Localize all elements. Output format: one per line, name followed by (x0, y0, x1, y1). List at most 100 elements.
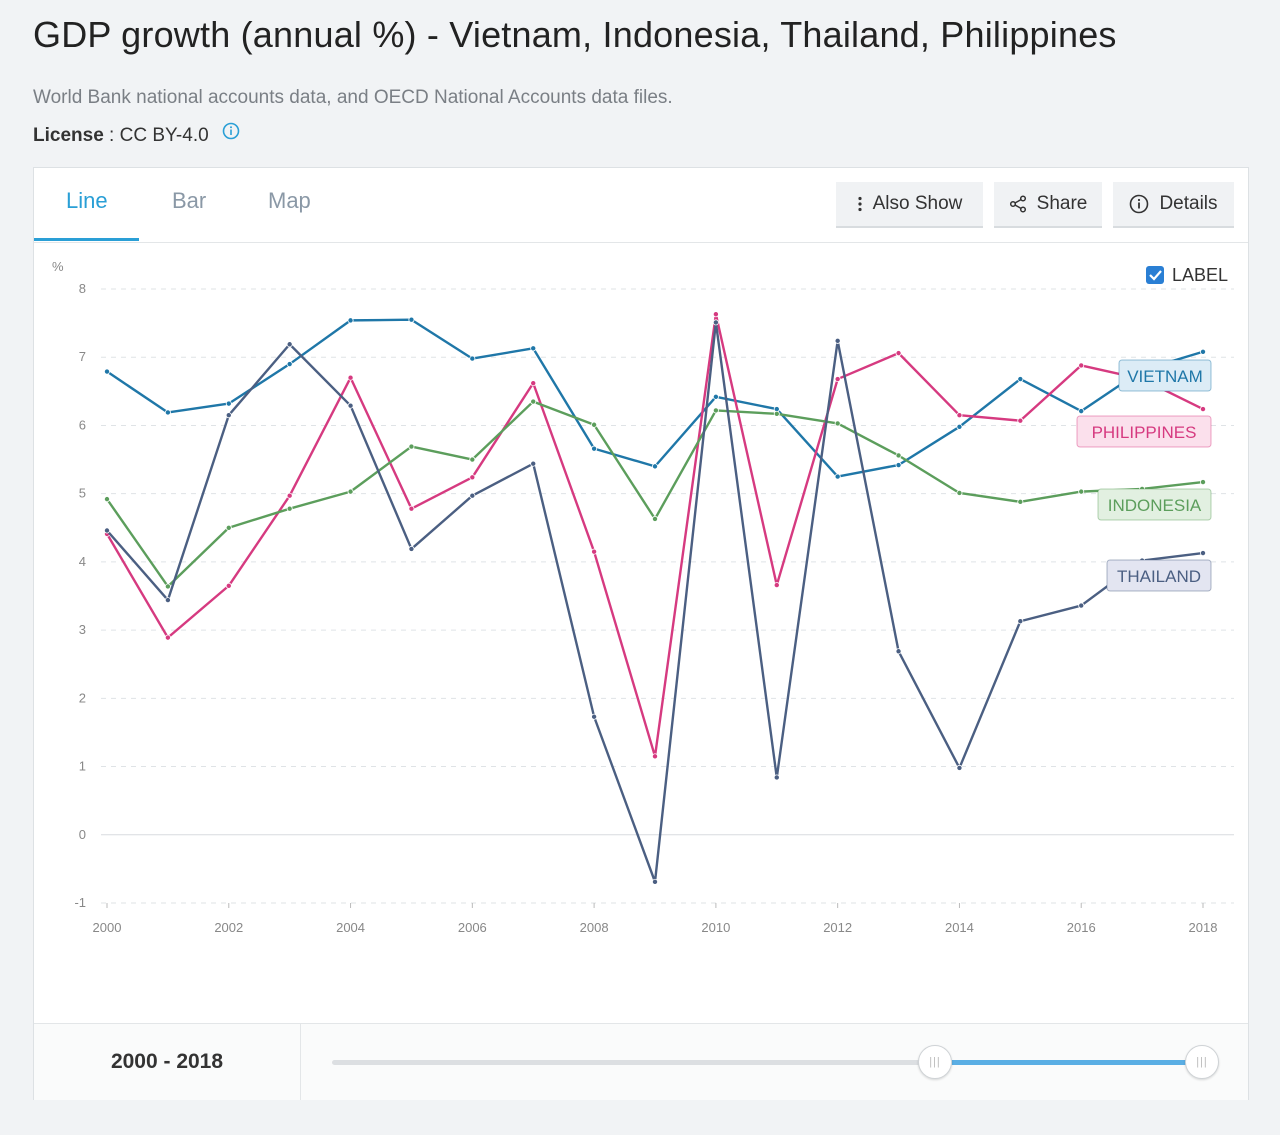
data-point[interactable] (530, 398, 537, 405)
data-point[interactable] (164, 409, 171, 416)
data-point[interactable] (895, 350, 902, 357)
tab-bar: Line Bar Map Also Show Share Details (34, 168, 1248, 243)
data-point[interactable] (530, 345, 537, 352)
data-point[interactable] (164, 583, 171, 590)
y-tick-label: 8 (79, 281, 86, 296)
series-line-philippines[interactable] (105, 313, 1204, 758)
grid-lines (101, 288, 1234, 904)
data-point[interactable] (1078, 488, 1085, 495)
data-point[interactable] (469, 355, 476, 362)
data-point[interactable] (895, 462, 902, 469)
data-point[interactable] (834, 473, 841, 480)
range-slider-track[interactable] (332, 1060, 1204, 1065)
data-point[interactable] (834, 376, 841, 383)
data-point[interactable] (1200, 550, 1207, 557)
series-line-thailand[interactable] (106, 321, 1204, 884)
data-point[interactable] (347, 402, 354, 409)
data-point[interactable] (591, 445, 598, 452)
data-point[interactable] (530, 460, 537, 467)
y-tick-label: 4 (79, 554, 86, 569)
data-point[interactable] (225, 400, 232, 407)
data-point[interactable] (591, 548, 598, 555)
data-point[interactable] (469, 474, 476, 481)
data-point[interactable] (652, 753, 659, 760)
data-point[interactable] (225, 582, 232, 589)
data-point[interactable] (164, 597, 171, 604)
tab-map[interactable]: Map (268, 188, 311, 213)
data-point[interactable] (1200, 479, 1207, 486)
license-label: License (33, 125, 104, 146)
data-point[interactable] (1017, 498, 1024, 505)
data-point[interactable] (834, 337, 841, 344)
data-point[interactable] (1017, 618, 1024, 625)
data-point[interactable] (956, 489, 963, 496)
data-point[interactable] (712, 393, 719, 400)
data-point[interactable] (347, 317, 354, 324)
data-point[interactable] (1078, 602, 1085, 609)
share-label: Share (1036, 193, 1088, 214)
data-point[interactable] (469, 456, 476, 463)
tab-bar-chart[interactable]: Bar (172, 188, 207, 213)
data-point[interactable] (164, 634, 171, 641)
data-point[interactable] (773, 410, 780, 417)
data-point[interactable] (104, 527, 111, 534)
data-point[interactable] (1200, 406, 1207, 413)
range-slider-end-handle[interactable]: ||| (1185, 1045, 1219, 1079)
data-point[interactable] (1078, 408, 1085, 415)
data-point[interactable] (956, 764, 963, 771)
data-point[interactable] (286, 505, 293, 512)
series-label-box (1076, 415, 1212, 448)
data-point[interactable] (773, 582, 780, 589)
data-point[interactable] (1017, 417, 1024, 424)
data-point[interactable] (895, 452, 902, 459)
data-point[interactable] (1200, 348, 1207, 355)
checkbox-checked-icon[interactable] (1146, 266, 1164, 284)
data-point[interactable] (225, 412, 232, 419)
data-point[interactable] (286, 492, 293, 499)
tab-line[interactable]: Line (66, 188, 108, 213)
details-button[interactable]: Details (1113, 182, 1234, 228)
data-point[interactable] (712, 319, 719, 326)
series-line-vietnam[interactable] (106, 318, 1204, 478)
data-point[interactable] (530, 380, 537, 387)
data-point[interactable] (286, 361, 293, 368)
data-point[interactable] (956, 412, 963, 419)
line-chart: -1 0 1 2 3 4 5 6 7 8 2000 2002 2004 2006 2008 2010 2012… (52, 259, 1234, 935)
active-tab-indicator (34, 238, 139, 241)
data-point[interactable] (591, 421, 598, 428)
data-point[interactable] (408, 505, 415, 512)
data-point[interactable] (956, 423, 963, 430)
data-point[interactable] (408, 545, 415, 552)
data-point[interactable] (104, 368, 111, 375)
y-tick-label: -1 (74, 895, 86, 910)
data-point[interactable] (773, 774, 780, 781)
also-show-button[interactable]: Also Show (836, 182, 983, 228)
x-tick-label: 2002 (214, 920, 243, 935)
data-point[interactable] (895, 648, 902, 655)
data-point[interactable] (1017, 376, 1024, 383)
data-point[interactable] (652, 463, 659, 470)
share-button[interactable]: Share (994, 182, 1102, 228)
data-point[interactable] (347, 374, 354, 381)
data-point[interactable] (104, 496, 111, 503)
x-tick-label: 2008 (580, 920, 609, 935)
data-point[interactable] (712, 407, 719, 414)
series-label-thailand: THAILAND (1117, 567, 1201, 586)
series-label-box (1106, 559, 1212, 592)
y-tick-label: 2 (79, 690, 86, 705)
data-point[interactable] (712, 311, 719, 318)
range-slider-start-handle[interactable]: ||| (918, 1045, 952, 1079)
data-point[interactable] (834, 420, 841, 427)
data-point[interactable] (408, 443, 415, 450)
data-point[interactable] (408, 316, 415, 323)
label-toggle[interactable]: LABEL (1146, 265, 1228, 285)
data-point[interactable] (1078, 362, 1085, 369)
data-point[interactable] (591, 713, 598, 720)
data-point[interactable] (469, 492, 476, 499)
data-point[interactable] (347, 488, 354, 495)
data-point[interactable] (652, 515, 659, 522)
info-icon[interactable] (222, 122, 240, 146)
data-point[interactable] (286, 341, 293, 348)
data-point[interactable] (652, 878, 659, 885)
data-point[interactable] (225, 524, 232, 531)
